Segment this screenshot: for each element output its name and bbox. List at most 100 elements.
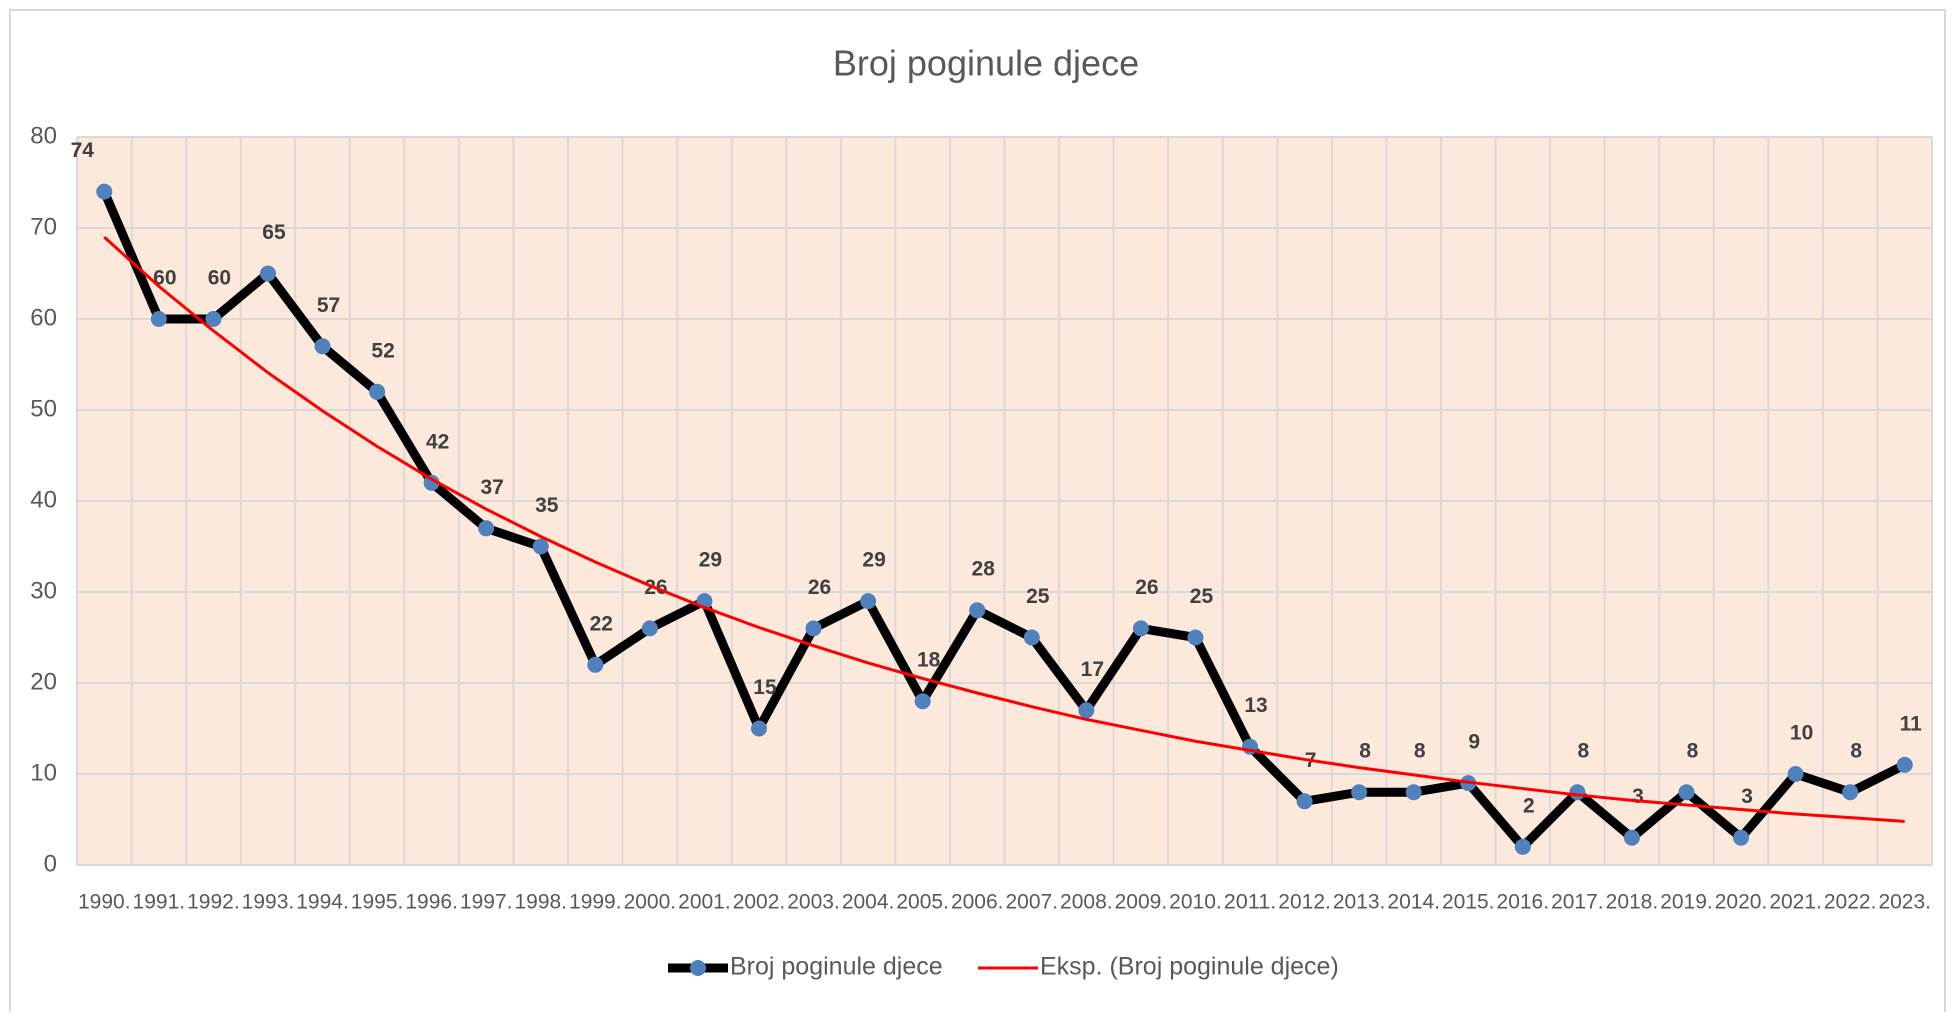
data-label: 25 (1190, 585, 1214, 608)
y-tick-label: 40 (30, 486, 57, 513)
data-label: 8 (1414, 740, 1426, 763)
data-label: 8 (1687, 740, 1699, 763)
x-tick-label: 1998. (514, 891, 567, 914)
data-point (1896, 756, 1913, 773)
data-label: 65 (262, 221, 286, 244)
data-point (150, 311, 167, 327)
data-point (1187, 629, 1204, 646)
x-tick-label: 2019. (1660, 891, 1713, 914)
x-tick-label: 2001. (678, 891, 731, 914)
x-tick-label: 2002. (733, 891, 786, 914)
data-label: 9 (1468, 731, 1480, 754)
x-tick-label: 2008. (1060, 891, 1113, 914)
data-point (1569, 784, 1586, 801)
legend-label: Broj poginule djece (730, 953, 943, 981)
x-tick-label: 2018. (1606, 891, 1659, 914)
data-point (369, 383, 386, 400)
trend-line (103, 235, 1905, 823)
data-label: 74 (71, 139, 95, 162)
x-tick-label: 2014. (1387, 891, 1440, 914)
x-tick-label: 2003. (787, 891, 840, 914)
y-tick-label: 70 (30, 213, 57, 240)
x-tick-label: 2011. (1224, 891, 1277, 914)
data-point (532, 538, 549, 555)
x-tick-label: 2021. (1769, 891, 1822, 914)
data-point (587, 656, 604, 673)
data-point (1842, 784, 1859, 801)
data-point (478, 520, 495, 537)
data-label: 60 (208, 267, 231, 290)
data-point (1678, 784, 1695, 801)
y-tick-label: 10 (30, 759, 57, 786)
data-point (1023, 629, 1040, 646)
x-tick-label: 1993. (242, 891, 295, 914)
data-label: 28 (972, 558, 996, 581)
x-tick-label: 2022. (1824, 891, 1877, 914)
x-tick-label: 1994. (296, 891, 349, 914)
data-label: 15 (753, 676, 777, 699)
x-tick-label: 2020. (1715, 891, 1768, 914)
data-point (860, 593, 877, 610)
data-point (1132, 620, 1149, 637)
data-point (750, 720, 767, 737)
x-tick-label: 1992. (187, 891, 240, 914)
x-tick-label: 2004. (842, 891, 895, 914)
data-label: 26 (808, 576, 831, 599)
data-label: 42 (426, 430, 449, 453)
data-label: 11 (1900, 712, 1923, 735)
data-label: 3 (1741, 785, 1753, 808)
data-line (100, 189, 1907, 852)
data-label: 26 (1135, 576, 1158, 599)
data-label: 8 (1359, 740, 1371, 763)
data-label: 3 (1632, 785, 1644, 808)
data-label: 18 (917, 649, 941, 672)
legend-marker (690, 960, 706, 976)
data-point (1733, 829, 1750, 846)
data-label: 29 (699, 549, 722, 572)
x-tick-label: 1991. (133, 891, 186, 914)
data-label: 2 (1523, 794, 1535, 817)
data-label: 22 (590, 612, 613, 635)
x-tick-label: 2013. (1333, 891, 1386, 914)
data-point (1405, 784, 1422, 801)
x-tick-label: 1990. (78, 891, 131, 914)
data-point (1078, 702, 1095, 719)
chart-title: Broj poginule djece (833, 43, 1139, 84)
data-point (641, 620, 658, 637)
data-label: 8 (1850, 740, 1862, 763)
x-tick-label: 2015. (1442, 891, 1495, 914)
x-tick-label: 2010. (1169, 891, 1222, 914)
data-label: 29 (862, 549, 885, 572)
data-point (1296, 793, 1313, 810)
y-tick-label: 30 (30, 577, 57, 604)
y-tick-label: 80 (30, 122, 57, 149)
x-tick-label: 2016. (1497, 891, 1550, 914)
data-point (205, 311, 222, 327)
data-label: 52 (371, 339, 394, 362)
data-label: 10 (1790, 722, 1813, 745)
data-point (1514, 838, 1531, 855)
x-tick-label: 2007. (1006, 891, 1059, 914)
x-tick-label: 1999. (569, 891, 622, 914)
data-point (805, 620, 822, 637)
x-tick-label: 2006. (951, 891, 1004, 914)
data-point (314, 338, 331, 355)
data-label: 8 (1578, 740, 1590, 763)
data-point (259, 265, 276, 282)
data-label: 35 (535, 494, 559, 517)
data-point (1623, 829, 1640, 846)
data-point (969, 602, 986, 619)
data-point (423, 474, 440, 491)
data-label: 60 (153, 267, 176, 290)
y-tick-label: 60 (30, 304, 57, 331)
data-point (96, 183, 113, 200)
data-label: 57 (317, 294, 340, 317)
y-tick-label: 20 (30, 668, 57, 695)
data-label: 13 (1244, 694, 1267, 717)
x-tick-label: 2017. (1551, 891, 1604, 914)
x-tick-label: 2009. (1115, 891, 1168, 914)
x-tick-label: 2005. (896, 891, 949, 914)
x-tick-label: 2000. (624, 891, 677, 914)
